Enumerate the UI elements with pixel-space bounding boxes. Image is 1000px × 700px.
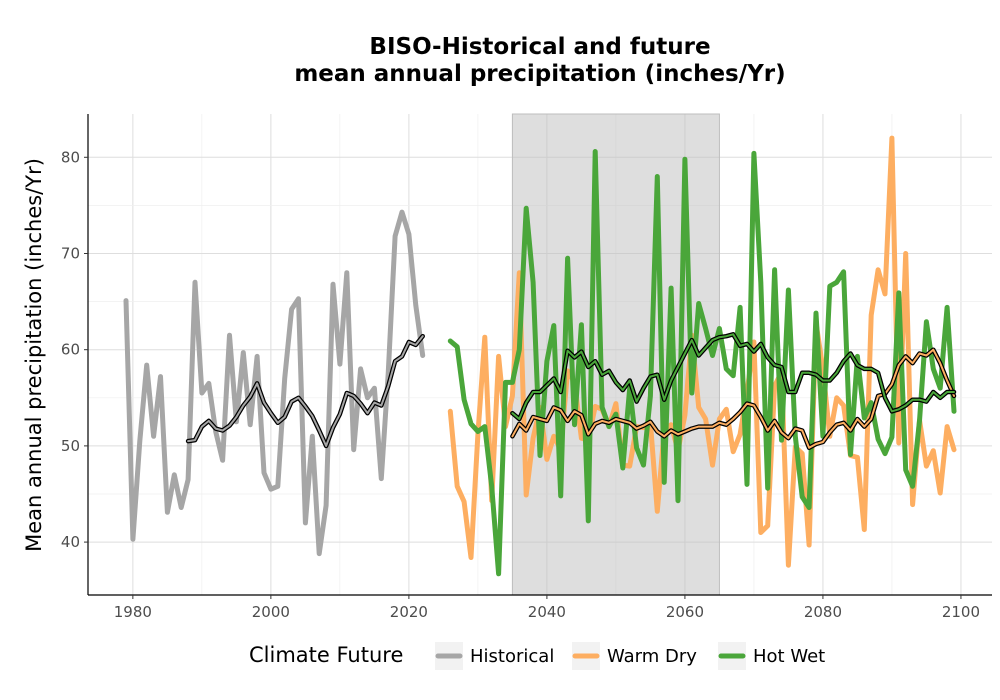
y-axis-title: Mean annual precipitation (inches/Yr) [22,158,46,552]
y-tick-label: 50 [61,437,80,455]
legend-label-warm-dry: Warm Dry [607,646,697,667]
series-lines [123,135,957,577]
legend-label-historical: Historical [470,646,554,667]
x-tick-label: 2000 [252,603,290,621]
series-line-warm-dry [447,135,957,568]
chart-title-line-2: mean annual precipitation (inches/Yr) [294,61,785,87]
chart-title-line-1: BISO-Historical and future [369,34,710,60]
y-tick-label: 70 [61,244,80,262]
x-tick-label: 1980 [114,603,152,621]
series-line-historical [123,209,426,557]
x-tick-label: 2040 [528,603,566,621]
x-tick-label: 2100 [942,603,980,621]
legend-label-hot-wet: Hot Wet [753,646,825,667]
legend: Climate Future Historical Warm Dry Hot Wet [249,642,825,670]
x-tick-label: 2060 [666,603,704,621]
axes: 1980 2000 2020 2040 2060 2080 2100 40 50 60 70 80 [61,114,992,621]
series-line-hot-wet [447,149,957,577]
series-line-hot-wet-rolling-mean [511,333,955,420]
x-tick-label: 2020 [390,603,428,621]
series-line-historical-rolling-mean [187,335,424,447]
y-tick-label: 40 [61,533,80,551]
x-tick-label: 2080 [804,603,842,621]
legend-title: Climate Future [249,643,403,667]
y-tick-label: 80 [61,148,80,166]
y-tick-label: 60 [61,341,80,359]
series-line-warm-dry-rolling-mean [511,348,955,449]
